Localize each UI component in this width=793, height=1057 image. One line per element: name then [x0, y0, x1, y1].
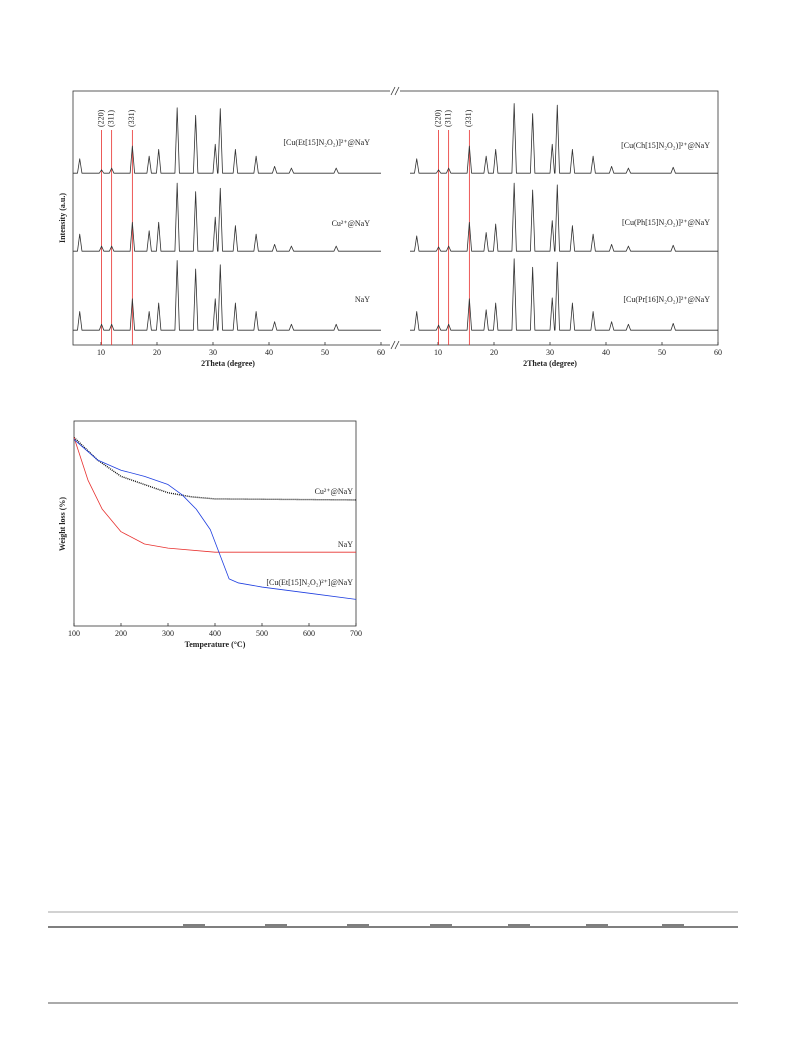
reference-label: (331): [464, 109, 473, 127]
x-tick-label: 40: [602, 348, 610, 357]
x-tick-label: 300: [162, 629, 174, 638]
x-tick-label: 10: [434, 348, 442, 357]
x-tick-label: 500: [256, 629, 268, 638]
x-tick-label: 10: [97, 348, 105, 357]
x-tick-label: 50: [321, 348, 329, 357]
axis-break: [394, 86, 400, 96]
series-line: [73, 182, 381, 252]
x-tick-label: 60: [377, 348, 385, 357]
reference-label: (311): [443, 110, 452, 127]
x-tick-label: 30: [209, 348, 217, 357]
series-label: [Cu(Ch[15]N₂O₂)]²⁺@NaY: [621, 141, 710, 150]
series-label: [Cu(Pr[16]N₂O₂)]²⁺@NaY: [623, 295, 710, 304]
y-axis-label: Weight loss (%): [58, 497, 67, 552]
series-label: [Cu(Et[15]N₂O₂)²⁺]@NaY: [266, 578, 353, 587]
reference-label: (220): [433, 109, 442, 127]
x-tick-label: 20: [490, 348, 498, 357]
axis-break-gap: [390, 340, 400, 350]
series-label: NaY: [355, 295, 370, 304]
axis-break: [390, 86, 396, 96]
series-line: [410, 182, 718, 252]
axis-break-gap: [390, 86, 400, 96]
reference-label: (311): [106, 110, 115, 127]
series-line: [73, 437, 356, 553]
series-line: [73, 436, 357, 501]
series-line: [410, 103, 718, 174]
tga-frame: [73, 420, 357, 627]
x-axis-label: 2Theta (degree): [201, 359, 255, 368]
x-tick-label: 30: [546, 348, 554, 357]
x-axis-label: Temperature (°C): [185, 640, 246, 649]
axis-break: [390, 340, 396, 350]
axis-break: [394, 340, 400, 350]
x-tick-label: 40: [265, 348, 273, 357]
x-tick-label: 700: [350, 629, 362, 638]
x-tick-label: 20: [153, 348, 161, 357]
x-tick-label: 400: [209, 629, 221, 638]
reference-label: (220): [96, 109, 105, 127]
x-tick-label: 50: [658, 348, 666, 357]
series-label: [Cu(Et[15]N₂O₂)]²⁺@NaY: [283, 138, 370, 147]
series-label: NaY: [338, 540, 353, 549]
x-tick-label: 200: [115, 629, 127, 638]
series-label: [Cu(Ph[15]N₂O₂)]²⁺@NaY: [622, 218, 710, 227]
series-label: Cu²⁺@NaY: [315, 487, 354, 496]
reference-label: (331): [127, 109, 136, 127]
x-tick-label: 100: [68, 629, 80, 638]
series-line: [73, 439, 357, 600]
x-tick-label: 60: [714, 348, 722, 357]
series-line: [73, 107, 381, 174]
series-line: [73, 260, 381, 331]
x-axis-label: 2Theta (degree): [523, 359, 577, 368]
series-line: [410, 258, 718, 331]
x-tick-label: 600: [303, 629, 315, 638]
y-axis-label: Intensity (a.u.): [58, 193, 67, 243]
series-label: Cu²⁺@NaY: [332, 219, 371, 228]
